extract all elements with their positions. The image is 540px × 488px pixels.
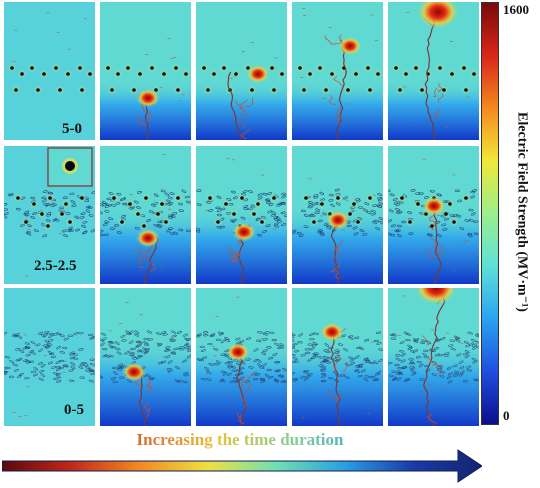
sim-panel <box>292 2 383 140</box>
sim-panel <box>196 146 287 284</box>
colorbar <box>481 2 499 425</box>
time-arrow <box>2 449 482 483</box>
sim-panel <box>100 2 191 140</box>
sim-panel <box>100 146 191 284</box>
sim-panel <box>4 2 95 140</box>
sim-panel <box>4 288 95 426</box>
sim-panel <box>100 288 191 426</box>
row-label-5-0: 5-0 <box>62 121 82 137</box>
colorbar-max-label: 1600 <box>503 2 529 17</box>
sim-panel <box>196 288 287 426</box>
row-label-2.5-2.5: 2.5-2.5 <box>34 258 77 274</box>
sim-panel <box>388 146 479 284</box>
sim-panel <box>196 2 287 140</box>
time-caption: Increasing the time duration <box>0 430 480 450</box>
sim-panel <box>292 146 383 284</box>
row-label-0-5: 0-5 <box>64 402 84 418</box>
colorbar-title: Electric Field Strength (MV·m⁻¹) <box>514 112 530 312</box>
sim-panel <box>292 288 383 426</box>
sim-panel <box>388 2 479 140</box>
sim-panel <box>388 288 479 426</box>
sim-panel <box>4 146 95 284</box>
colorbar-min-label: 0 <box>503 408 510 423</box>
